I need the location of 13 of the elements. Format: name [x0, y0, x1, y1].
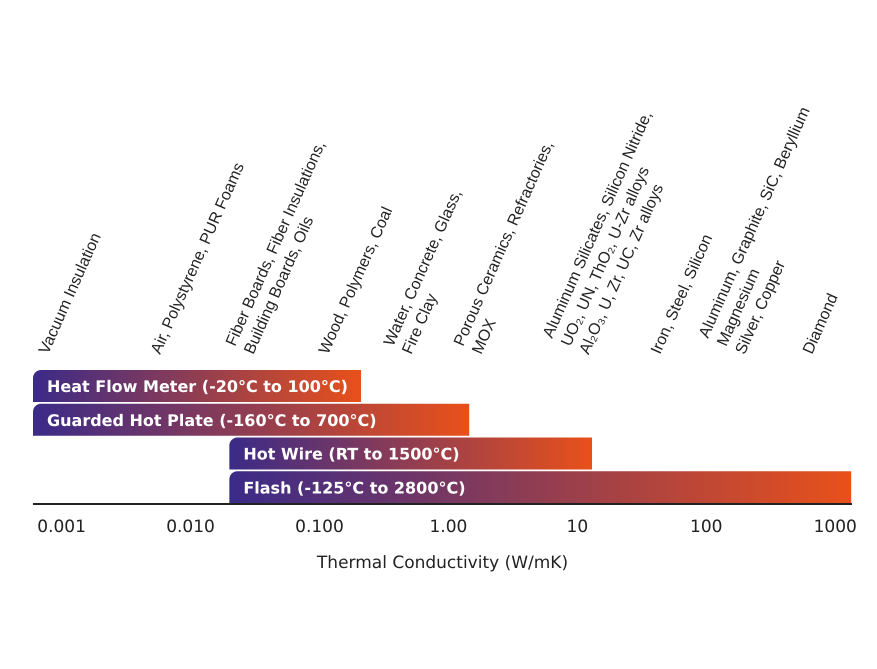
x-tick-label: 0.010: [166, 517, 215, 538]
x-tick-label: 1000: [814, 517, 857, 538]
bar: [229, 471, 852, 504]
y-tick-label: Guarded Hot Plate (-160°C to 700°C): [47, 410, 377, 430]
y-tick-label: Flash (-125°C to 2800°C): [243, 478, 466, 498]
y-tick-label: Hot Wire (RT to 1500°C): [243, 444, 460, 464]
x-tick-label: 10: [566, 517, 588, 538]
x-axis-title: Thermal Conductivity (W/mK): [316, 553, 568, 573]
y-tick-label: Heat Flow Meter (-20°C to 100°C): [47, 377, 348, 396]
x-tick-label: 100: [690, 517, 722, 538]
x-tick-label: 1.00: [429, 517, 468, 538]
x-tick-label: 0.001: [37, 517, 86, 538]
x-tick-label: 0.100: [295, 517, 344, 538]
